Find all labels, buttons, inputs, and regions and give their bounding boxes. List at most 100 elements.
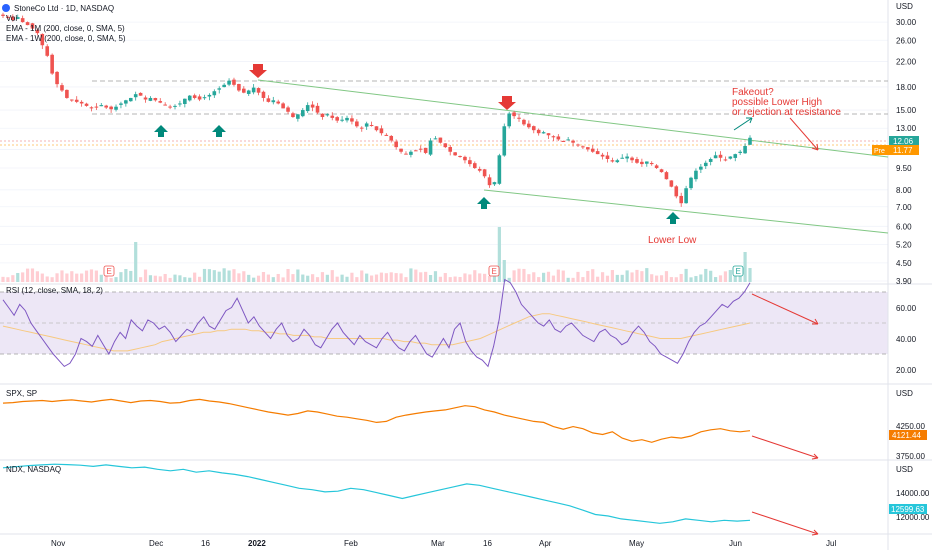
candle-body — [644, 161, 649, 164]
volume-bar — [202, 268, 207, 282]
candle-body — [649, 162, 654, 165]
volume-bar — [610, 270, 614, 282]
candle-body — [674, 186, 679, 197]
volume-bar — [11, 275, 15, 282]
volume-bar — [556, 269, 560, 282]
volume-bar — [635, 269, 639, 282]
candle-body — [748, 137, 752, 145]
volume-bar — [463, 273, 467, 282]
volume-bar — [586, 270, 590, 282]
candle-body — [74, 99, 79, 102]
candle-body — [699, 166, 703, 170]
candle-body — [1, 14, 5, 16]
candle-body — [428, 140, 433, 155]
volume-bar — [80, 273, 84, 282]
svg-text:Dec: Dec — [149, 539, 163, 548]
candle-body — [340, 119, 344, 121]
svg-text:Jul: Jul — [826, 539, 836, 548]
earnings-icon[interactable] — [103, 265, 115, 277]
price-tick-label: 7.00 — [896, 203, 912, 212]
candle-body — [35, 29, 40, 34]
rsi-label: RSI (12, close, SMA, 18, 2) — [6, 286, 103, 295]
symbol-logo-icon — [2, 4, 10, 12]
candle-body — [291, 113, 295, 118]
volume-bar — [276, 273, 280, 282]
candle-body — [723, 159, 728, 161]
ndx-last-badge — [889, 504, 927, 514]
channel-lower-line[interactable] — [483, 189, 889, 234]
ndx-axis[interactable]: USD 14000.00 12000.00 12599.63 — [889, 465, 930, 522]
annotation-rejection: or rejection at resistance — [732, 107, 841, 118]
volume-bar — [365, 273, 369, 282]
candle-body — [217, 88, 222, 90]
volume-bar — [399, 273, 403, 282]
candle-body — [345, 117, 349, 121]
volume-bar — [40, 273, 44, 282]
volume-bar — [311, 274, 315, 282]
candle-body — [541, 132, 546, 134]
candle-body — [615, 160, 620, 163]
earnings-icon[interactable] — [488, 265, 500, 277]
time-axis[interactable]: Nov Dec 16 2022 Feb Mar 16 Apr May Jun J… — [51, 539, 836, 548]
candle-body — [261, 91, 266, 98]
volume-bar — [600, 272, 605, 282]
volume-bar — [541, 272, 546, 282]
candle-body — [173, 105, 177, 107]
rsi-axis[interactable]: 60.00 40.00 20.00 — [896, 304, 917, 375]
svg-text:E: E — [736, 267, 741, 276]
candle-body — [453, 152, 457, 156]
volume-bar — [694, 276, 698, 282]
volume-bar — [709, 270, 713, 282]
spx-axis[interactable]: USD 4250.00 3750.00 4121.44 — [889, 389, 927, 461]
candle-body — [128, 97, 133, 102]
earnings-icon[interactable] — [732, 265, 744, 277]
channel-upper-line[interactable] — [257, 79, 889, 158]
candle-body — [355, 121, 359, 127]
volume-bar — [517, 268, 521, 282]
price-tick-label: 13.00 — [896, 124, 917, 133]
ndx-line — [2, 463, 751, 524]
candle-body — [359, 127, 364, 129]
volume-bar — [566, 277, 570, 282]
candle-body — [610, 160, 615, 162]
price-tick-label: 22.00 — [896, 57, 917, 66]
candle-body — [546, 133, 551, 136]
volume-bar — [605, 275, 610, 282]
candle-body — [389, 135, 394, 141]
candle-body — [300, 110, 305, 117]
volume-bar — [453, 276, 457, 282]
volume-bar — [713, 277, 718, 282]
candle-body — [477, 168, 482, 171]
symbol-title[interactable]: StoneCo Ltd · 1D, NASDAQ — [14, 4, 114, 13]
candle-body — [114, 106, 118, 110]
earnings-markers: E E E — [103, 265, 744, 277]
candle-body — [242, 88, 246, 93]
candle-body — [743, 145, 747, 154]
volume-bar — [70, 271, 74, 282]
volume-bar — [345, 276, 349, 282]
candle-body — [143, 97, 148, 100]
candle-body — [561, 140, 566, 142]
price-tick-label: 9.50 — [896, 164, 912, 173]
vol-label: Vol — [6, 14, 17, 23]
volume-bar — [193, 272, 197, 282]
volume-bar — [99, 274, 103, 282]
candle-body — [694, 170, 698, 180]
volume-bar — [158, 276, 162, 282]
candle-body — [227, 80, 231, 85]
volume-bar — [409, 268, 413, 282]
signal-arrows — [154, 64, 680, 224]
volume-bar — [16, 273, 20, 282]
volume-bar — [207, 269, 212, 282]
candle-body — [713, 155, 718, 159]
volume-bar — [640, 271, 644, 282]
volume-bar — [139, 277, 143, 282]
volume-bar — [483, 273, 487, 282]
volume-bar — [738, 271, 742, 282]
volume-bar — [335, 276, 339, 282]
volume-bar — [384, 273, 388, 282]
volume-bar — [55, 273, 59, 282]
volume-bar — [458, 276, 462, 282]
svg-text:2022: 2022 — [248, 539, 266, 548]
